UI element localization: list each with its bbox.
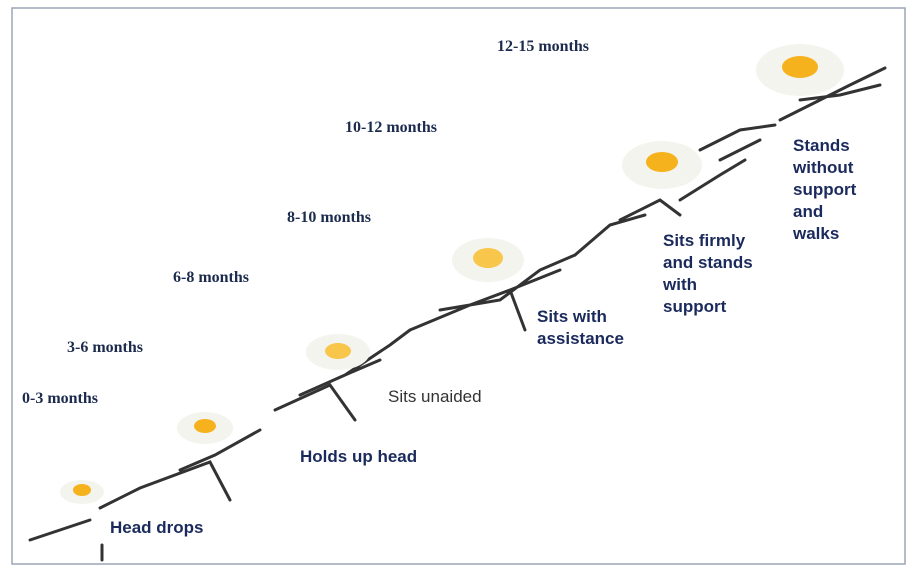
age-label: 10-12 months (345, 119, 437, 137)
milestone-label: Head drops (110, 517, 204, 539)
milestone-label: Sits firmly and stands with support (663, 230, 758, 318)
illustration (0, 0, 913, 571)
milestone-label: Sits unaided (388, 386, 482, 408)
age-label: 6-8 months (173, 269, 249, 287)
flower (622, 141, 702, 189)
flower (452, 238, 524, 282)
frame (12, 8, 905, 564)
flower (756, 44, 844, 96)
milestone-diagram: 0-3 months 3-6 months 6-8 months 8-10 mo… (0, 0, 913, 571)
milestone-label: Holds up head (300, 446, 417, 468)
flower (306, 334, 370, 370)
age-label: 12-15 months (497, 38, 589, 56)
age-label: 0-3 months (22, 390, 98, 408)
age-label: 8-10 months (287, 209, 371, 227)
milestone-label: Stands without support and walks (793, 135, 871, 245)
flower (60, 480, 104, 504)
flower (177, 412, 233, 444)
age-label: 3-6 months (67, 339, 143, 357)
milestone-label: Sits with assistance (537, 306, 637, 350)
